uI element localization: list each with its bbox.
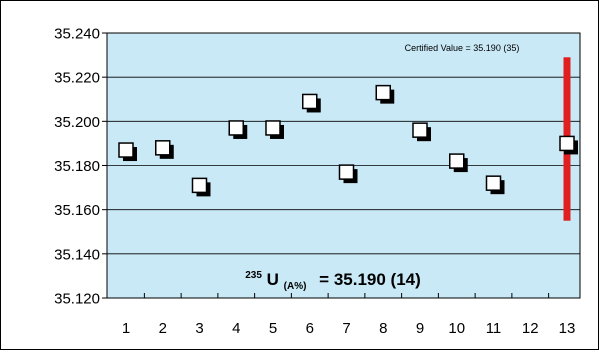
x-tick-label: 10: [448, 320, 465, 337]
y-tick-label: 35.240: [54, 26, 100, 43]
x-tick-label: 5: [269, 320, 277, 337]
x-tick-label: 13: [559, 320, 576, 337]
data-point-marker: [375, 84, 391, 101]
data-markers: [118, 84, 578, 197]
data-point-marker: [228, 120, 244, 136]
y-tick-label: 35.200: [54, 114, 100, 131]
result-subscript: (A%): [284, 281, 307, 292]
data-point-marker: [338, 164, 355, 180]
x-tick-label: 4: [232, 320, 240, 337]
data-point: [449, 153, 468, 173]
x-tick-label: 7: [342, 320, 350, 337]
data-point-marker: [118, 142, 134, 158]
result-value: = 35.190 (14): [319, 270, 421, 289]
x-tick-label: 8: [379, 320, 387, 337]
data-point: [302, 93, 321, 113]
certified-value-annotation: Certified Value = 35.190 (35): [405, 43, 520, 53]
data-point: [485, 175, 505, 195]
data-point-marker: [155, 140, 171, 156]
x-tick-label: 11: [486, 320, 502, 337]
x-tick-label: 2: [159, 320, 167, 337]
x-tick-label: 12: [522, 320, 539, 337]
data-point: [265, 120, 284, 139]
data-point: [338, 164, 358, 184]
data-point-marker: [265, 120, 281, 136]
data-point-marker: [559, 135, 575, 152]
result-superscript: 235: [245, 270, 262, 281]
x-tick-label: 1: [122, 320, 130, 337]
data-point-marker: [449, 153, 465, 169]
data-point: [155, 140, 174, 159]
x-tick-label: 3: [195, 320, 203, 337]
data-point-marker: [191, 177, 208, 194]
y-tick-label: 35.120: [54, 291, 100, 308]
y-tick-label: 35.160: [54, 202, 100, 219]
data-point: [559, 135, 578, 155]
result-symbol: U: [267, 270, 279, 289]
data-point: [412, 122, 431, 142]
y-tick-label: 35.180: [54, 158, 100, 175]
y-tick-label: 35.220: [54, 70, 100, 87]
result-annotation: 235 U (A%) = 35.190 (14): [245, 263, 421, 293]
y-tick-label: 35.140: [54, 246, 100, 263]
x-tick-label: 6: [306, 320, 314, 337]
data-point: [191, 177, 211, 197]
x-tick-label: 9: [416, 320, 424, 337]
data-point: [375, 84, 395, 104]
axes: 35.120 35.140 35.160 35.180 35.200 35.220 35.2…: [54, 26, 575, 338]
data-point-marker: [412, 122, 428, 138]
data-point-marker: [485, 175, 502, 191]
data-point: [118, 142, 137, 162]
data-point: [228, 120, 248, 139]
data-point-marker: [302, 93, 318, 110]
